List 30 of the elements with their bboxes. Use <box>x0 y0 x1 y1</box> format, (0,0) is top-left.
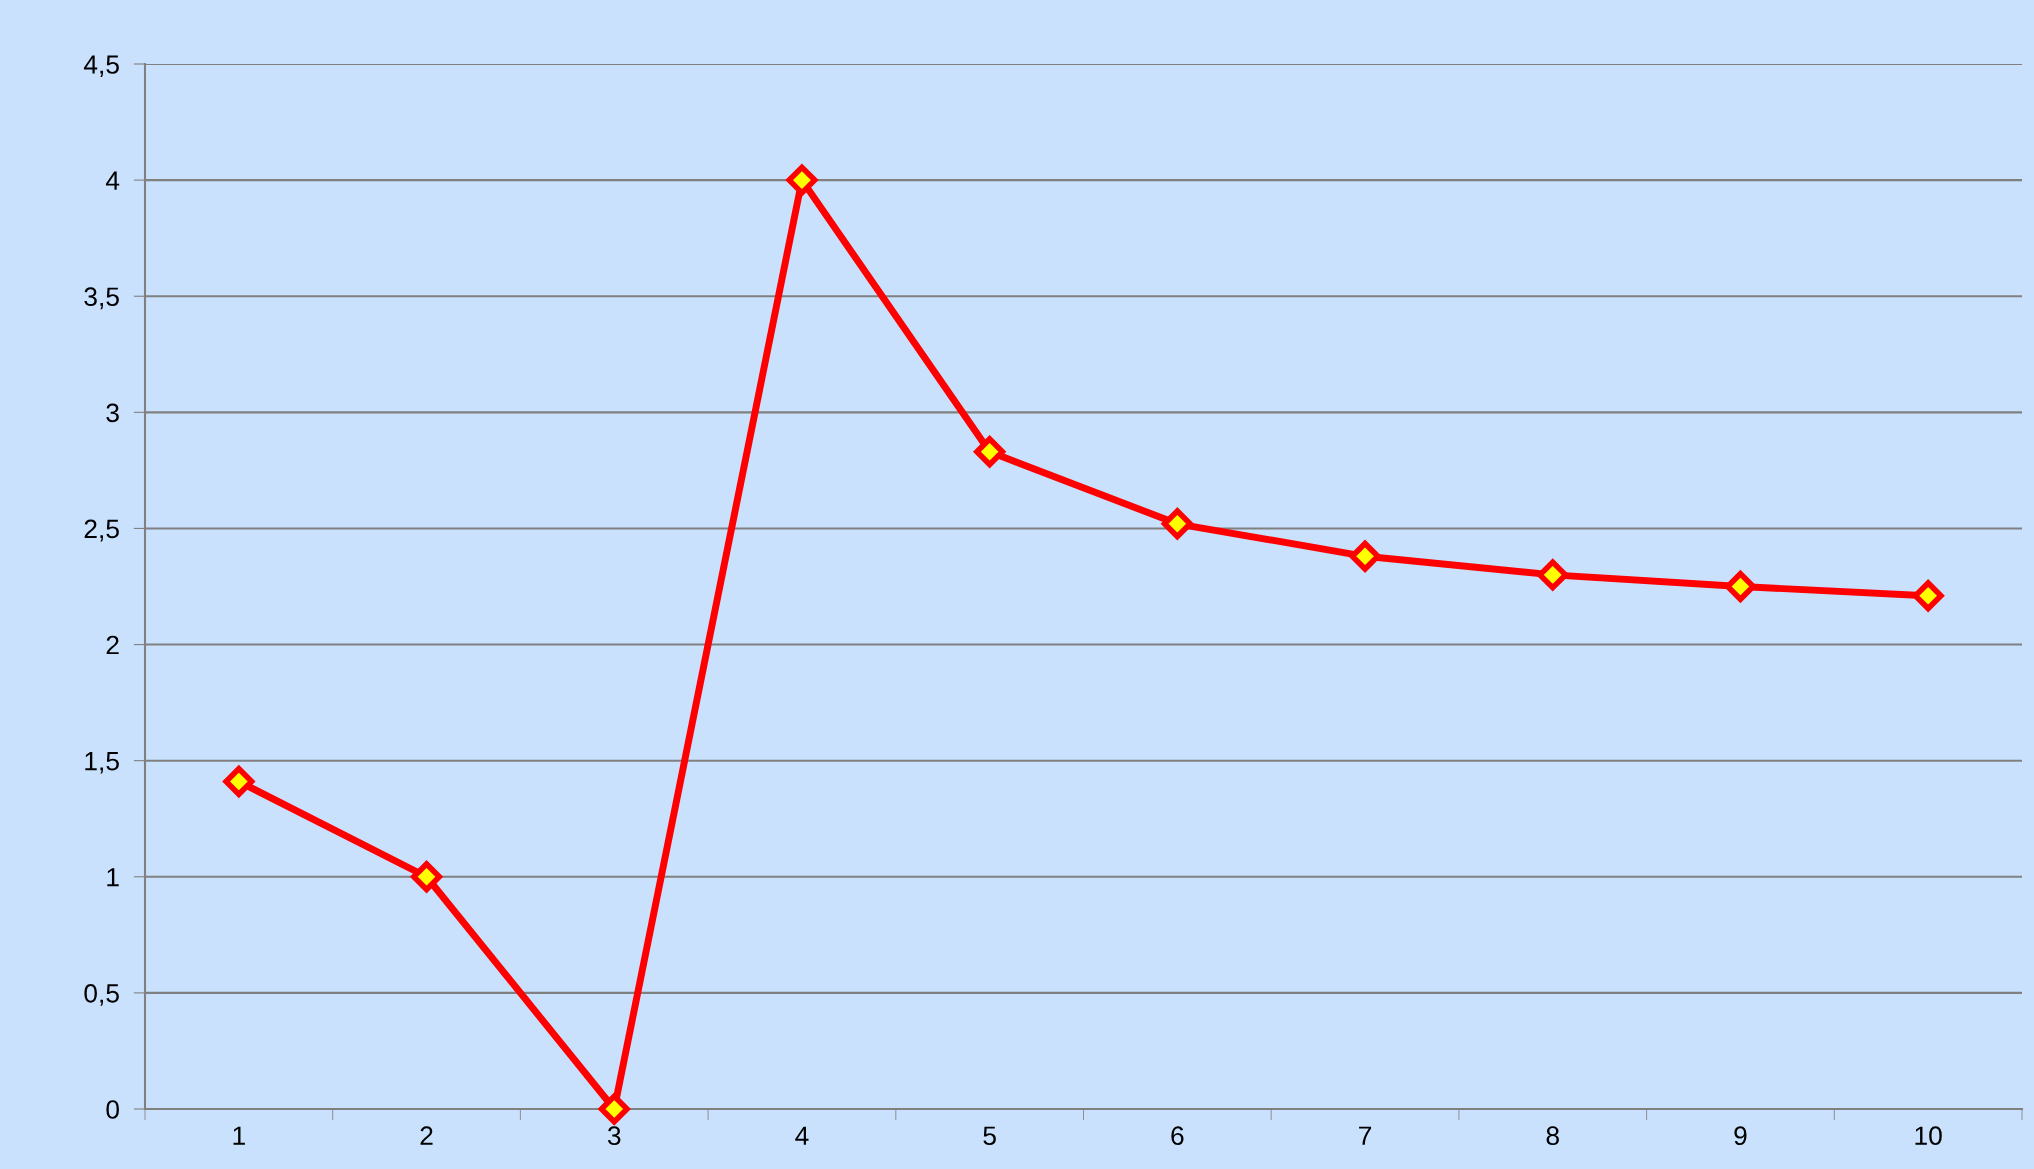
x-tick-label: 7 <box>1359 1126 1372 1145</box>
point <box>223 766 255 798</box>
y-tick-label: 3,5 <box>84 287 119 310</box>
point <box>974 436 1006 468</box>
x-tick-label: 3 <box>607 1126 621 1146</box>
point <box>1912 580 1944 612</box>
point <box>1161 508 1193 540</box>
y-tick-label: 0,5 <box>84 984 119 1006</box>
point <box>598 1093 630 1125</box>
point <box>1724 570 1756 603</box>
y-tick-label: 2 <box>106 635 119 655</box>
y-tick-label: 0 <box>106 1100 119 1119</box>
x-tick-label: 5 <box>983 1126 996 1146</box>
x-tick-label: 10 <box>1915 1126 1942 1146</box>
x-tick-label: 6 <box>1171 1126 1184 1146</box>
x-tick-label: 1 <box>233 1126 245 1145</box>
x-tick-label: 9 <box>1734 1126 1747 1146</box>
y-tick-label: 2,5 <box>84 519 119 542</box>
point <box>1537 559 1569 591</box>
point <box>786 164 818 196</box>
point <box>1349 540 1381 572</box>
x-tick-label: 8 <box>1546 1126 1559 1146</box>
point <box>411 861 443 893</box>
y-tick-label: 4 <box>105 171 120 190</box>
y-tick-label: 1 <box>107 868 119 887</box>
y-tick-label: 1,5 <box>85 752 119 774</box>
x-tick-label: 2 <box>420 1126 433 1145</box>
y-tick-label: 4,5 <box>83 55 119 77</box>
y-tick-label: 3 <box>106 403 119 423</box>
x-tick-label: 4 <box>795 1126 809 1145</box>
